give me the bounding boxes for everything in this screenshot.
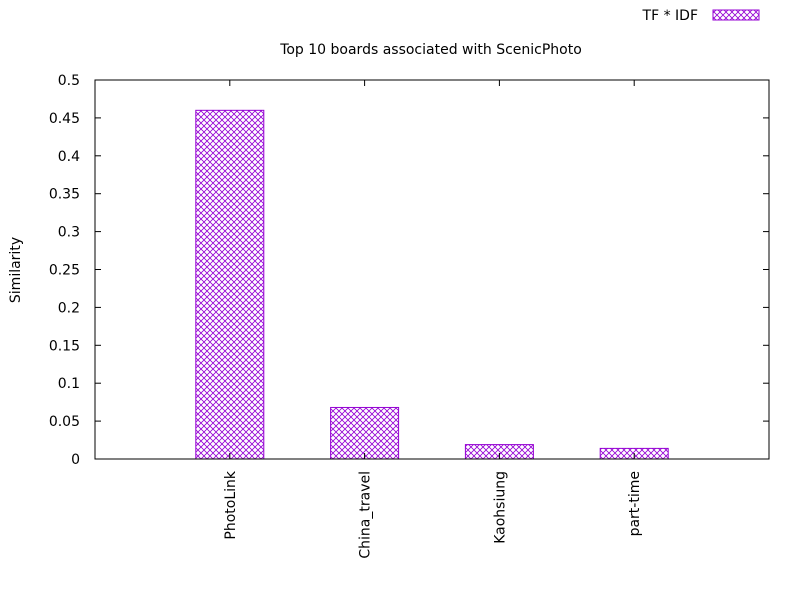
x-tick-label: PhotoLink (223, 470, 239, 539)
bar-china-travel (330, 406, 400, 460)
y-tick-label: 0.5 (58, 73, 80, 89)
y-tick-label: 0.3 (58, 225, 80, 241)
y-tick-label: 0.25 (49, 263, 80, 279)
y-tick-label: 0.15 (49, 338, 80, 354)
plot-frame (94, 79, 770, 460)
x-tick-label: China_travel (358, 471, 374, 559)
y-tick-label: 0.1 (58, 376, 80, 392)
bar-photolink (195, 109, 265, 460)
x-axis: PhotoLink China_travel Kaohsiung part-time (223, 80, 643, 559)
y-tick-label: 0.2 (58, 300, 80, 316)
x-tick-label: part-time (627, 471, 643, 536)
y-tick-label: 0.45 (49, 111, 80, 127)
legend: TF * IDF (642, 8, 760, 24)
y-tick-label: 0 (71, 452, 80, 468)
y-axis-label: Similarity (8, 237, 24, 303)
chart-title: Top 10 boards associated with ScenicPhot… (279, 42, 582, 58)
y-axis: 0 0.05 0.1 0.15 0.2 0.25 0.3 0.35 0.4 0.45 0.5 (49, 73, 769, 468)
y-tick-label: 0.05 (49, 414, 80, 430)
y-tick-label: 0.35 (49, 187, 80, 203)
bars (195, 109, 669, 460)
x-tick-label: Kaohsiung (492, 471, 508, 544)
legend-label: TF * IDF (642, 8, 698, 24)
y-tick-label: 0.4 (58, 149, 80, 165)
legend-swatch (712, 9, 760, 21)
